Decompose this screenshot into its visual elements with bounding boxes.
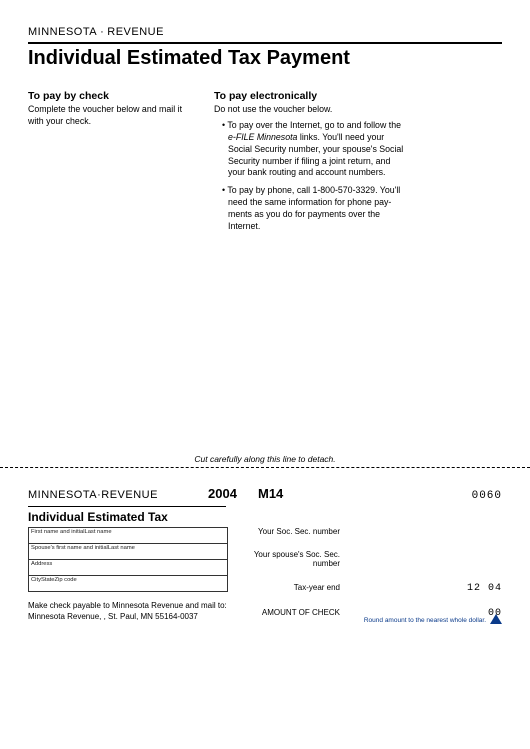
taxyear-row: Tax-year end 12 04 — [248, 583, 502, 594]
check-heading: To pay by check — [28, 90, 188, 102]
agency-name-voucher: MINNESOTA·REVENUE — [28, 489, 208, 501]
voucher-left: First name and initialLast name Spouse's… — [28, 527, 228, 622]
v-agency-p1: MINNESOTA — [28, 489, 97, 501]
spouse-name-field[interactable]: Spouse's first name and initialLast name — [29, 544, 227, 560]
electronic-bullets: To pay over the Internet, go to and foll… — [214, 120, 404, 233]
bullet-a-pre: To pay over the Internet, go to and foll… — [227, 120, 401, 130]
voucher-section: MINNESOTA·REVENUE 2004 M14 0060 Individu… — [28, 486, 502, 622]
electronic-intro: Do not use the voucher below. — [214, 104, 404, 116]
taxyear-label: Tax-year end — [248, 583, 340, 594]
taxyear-value: 12 04 — [340, 583, 502, 594]
bullet-phone: To pay by phone, call 1-800-570-3329. Yo… — [222, 185, 404, 233]
page-upper: MINNESOTA·REVENUE Individual Estimated T… — [0, 0, 530, 239]
address-field[interactable]: Address — [29, 560, 227, 576]
check-body: Complete the voucher below and mail it w… — [28, 104, 188, 128]
spouse-ssn-row: Your spouse's Soc. Sec. number — [248, 550, 502, 568]
voucher-rule — [28, 506, 226, 507]
pay-electronically-section: To pay electronically Do not use the vou… — [214, 90, 404, 239]
electronic-heading: To pay electronically — [214, 90, 404, 102]
cut-line: Cut carefully along this line to detach. — [0, 454, 530, 468]
payable-line1: Make check payable to Minnesota Revenue … — [28, 600, 228, 611]
amount-label: AMOUNT OF CHECK — [248, 608, 340, 619]
page-title: Individual Estimated Tax Payment — [28, 47, 502, 70]
name-field[interactable]: First name and initialLast name — [29, 528, 227, 544]
instruction-columns: To pay by check Complete the voucher bel… — [28, 90, 502, 239]
voucher-header: MINNESOTA·REVENUE 2004 M14 0060 — [28, 486, 502, 502]
round-note-text: Round amount to the nearest whole dollar… — [364, 617, 486, 624]
ssn-label: Your Soc. Sec. number — [248, 527, 340, 536]
cut-dashed-rule — [0, 467, 530, 468]
voucher-right: Your Soc. Sec. number Your spouse's Soc.… — [228, 527, 502, 622]
agency-part2: REVENUE — [107, 26, 164, 38]
efile-link-text: e-FILE Minnesota — [228, 132, 297, 142]
ssn-row: Your Soc. Sec. number — [248, 527, 502, 536]
ssn-value[interactable] — [340, 527, 502, 536]
payable-line2: Minnesota Revenue, , St. Paul, MN 55164-… — [28, 611, 228, 622]
triangle-icon — [490, 614, 502, 624]
voucher-body: First name and initialLast name Spouse's… — [28, 527, 502, 622]
voucher-sequence: 0060 — [472, 490, 502, 502]
name-address-box: First name and initialLast name Spouse's… — [28, 527, 228, 592]
cut-line-text: Cut carefully along this line to detach. — [190, 454, 339, 464]
voucher-year: 2004 — [208, 486, 258, 501]
city-state-zip-field[interactable]: CityStateZip code — [29, 576, 227, 591]
agency-part1: MINNESOTA — [28, 26, 97, 38]
spouse-ssn-label: Your spouse's Soc. Sec. number — [248, 550, 340, 568]
voucher-title: Individual Estimated Tax — [28, 510, 502, 524]
v-agency-p2: REVENUE — [101, 489, 158, 501]
round-note: Round amount to the nearest whole dollar… — [364, 614, 502, 624]
spouse-ssn-value[interactable] — [340, 550, 502, 568]
agency-dot: · — [100, 26, 104, 38]
pay-by-check-section: To pay by check Complete the voucher bel… — [28, 90, 188, 239]
title-rule — [28, 42, 502, 44]
voucher-form-code: M14 — [258, 486, 308, 501]
agency-name-top: MINNESOTA·REVENUE — [28, 26, 502, 38]
payable-instructions: Make check payable to Minnesota Revenue … — [28, 600, 228, 622]
bullet-internet: To pay over the Internet, go to and foll… — [222, 120, 404, 179]
